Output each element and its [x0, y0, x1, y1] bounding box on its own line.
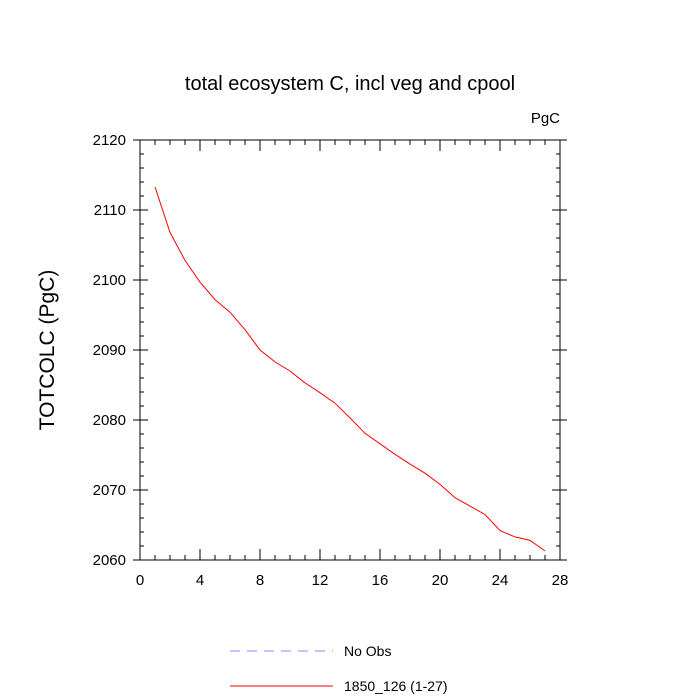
y-axis-label: TOTCOLC (PgC) [36, 270, 59, 431]
x-tick-label: 28 [552, 572, 569, 589]
y-tick-label: 2120 [93, 132, 126, 149]
x-tick-label: 4 [196, 572, 204, 589]
y-tick-label: 2070 [93, 482, 126, 499]
y-tick-label: 2090 [93, 342, 126, 359]
y-tick-label: 2100 [93, 272, 126, 289]
plot-frame [139, 139, 561, 561]
x-tick-label: 16 [372, 572, 389, 589]
legend-label: No Obs [344, 643, 391, 659]
legend-label: 1850_126 (1-27) [344, 678, 448, 694]
x-tick-label: 20 [432, 572, 449, 589]
series-line [154, 186, 546, 552]
chart-title: total ecosystem C, incl veg and cpool [185, 73, 515, 95]
y-tick-label: 2080 [93, 412, 126, 429]
x-tick-label: 8 [256, 572, 264, 589]
x-tick-label: 0 [136, 572, 144, 589]
ticks-layer [133, 139, 567, 561]
x-tick-label: 12 [312, 572, 329, 589]
y-tick-label: 2060 [93, 552, 126, 569]
units-label: PgC [531, 110, 560, 127]
y-tick-label: 2110 [94, 202, 126, 219]
legend: No Obs 1850_126 (1-27) [230, 643, 448, 694]
x-tick-label: 24 [492, 572, 509, 589]
tick-labels: 0 4 8 12 16 20 24 28 2060 2070 2080 2090 2100 2110 212… [93, 132, 569, 589]
series-layer [154, 186, 546, 552]
